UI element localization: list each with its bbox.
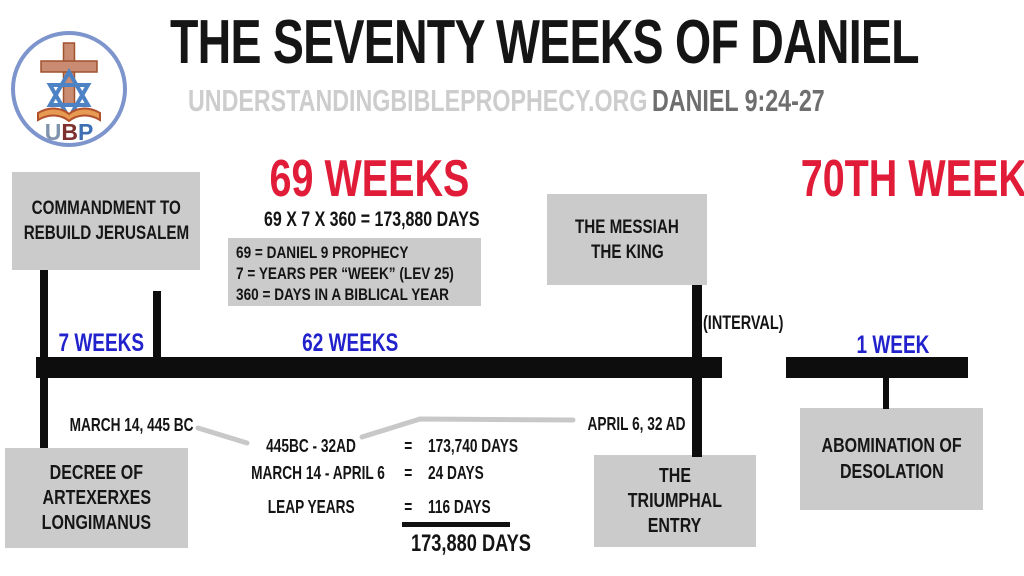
formula-69-weeks: 69 X 7 X 360 = 173,880 DAYS bbox=[264, 208, 480, 231]
messiah-box: THE MESSIAH THE KING bbox=[547, 194, 707, 285]
decree-box: DECREE OF ARTEXERXES LONGIMANUS bbox=[5, 448, 188, 548]
box-line: COMMANDMENT TO bbox=[31, 198, 181, 219]
heading-69-weeks: 69 WEEKS bbox=[269, 150, 470, 208]
commandment-box: COMMANDMENT TO REBUILD JERUSALEM bbox=[12, 172, 200, 270]
calc-label: LEAP YEARS bbox=[267, 497, 355, 517]
note-line: 7 = YEARS PER “WEEK” (LEV 25) bbox=[236, 264, 454, 283]
box-line: THE MESSIAH bbox=[575, 216, 679, 238]
calc-total-rule bbox=[402, 522, 510, 527]
open-book-icon bbox=[37, 107, 101, 123]
calc-total: 173,880 DAYS bbox=[410, 530, 531, 557]
interval-label: (INTERVAL) bbox=[703, 313, 784, 334]
star-of-david-icon bbox=[46, 67, 92, 123]
note-line: 360 = DAYS IN A BIBLICAL YEAR bbox=[236, 285, 450, 304]
scripture-reference: DANIEL 9:24-27 bbox=[652, 83, 825, 118]
connector-end-date bbox=[359, 416, 576, 440]
box-line: THE KING bbox=[590, 241, 664, 263]
notes-box: 69 = DANIEL 9 PROPHECY 7 = YEARS PER “WE… bbox=[228, 238, 481, 306]
segment-label-1-week: 1 WEEK bbox=[856, 331, 930, 359]
calc-equals: = bbox=[403, 436, 412, 456]
heading-70th-week: 70TH WEEK bbox=[800, 150, 1024, 208]
ubp-logo: UBP bbox=[11, 31, 127, 147]
box-line: TRIUMPHAL bbox=[627, 489, 723, 512]
calc-label: 445BC - 32AD bbox=[266, 436, 356, 456]
calc-row: 445BC - 32AD = 173,740 DAYS bbox=[230, 436, 540, 456]
tick-messiah-line bbox=[692, 285, 702, 457]
triumphal-entry-box: THE TRIUMPHAL ENTRY bbox=[594, 455, 756, 547]
tick-7-weeks-line bbox=[153, 291, 161, 357]
logo-text: UBP bbox=[45, 119, 94, 145]
calc-equals: = bbox=[403, 497, 412, 517]
segment-label-7-weeks: 7 WEEKS bbox=[58, 329, 145, 357]
end-date-label: APRIL 6, 32 AD bbox=[587, 414, 686, 434]
timeline-bar-69-weeks bbox=[36, 357, 722, 378]
page-title: THE SEVENTY WEEKS OF DANIEL bbox=[170, 8, 920, 77]
box-line: THE bbox=[659, 464, 691, 487]
note-line: 69 = DANIEL 9 PROPHECY bbox=[236, 243, 409, 262]
box-line: ENTRY bbox=[648, 514, 702, 537]
site-name: UNDERSTANDINGBIBLEPROPHECY.ORG bbox=[188, 83, 648, 118]
connector-start-date bbox=[195, 425, 250, 446]
calc-label: MARCH 14 - APRIL 6 bbox=[251, 463, 385, 483]
start-date-label: MARCH 14, 445 BC bbox=[69, 415, 194, 435]
tick-abomination-line bbox=[883, 378, 889, 409]
calc-equals: = bbox=[403, 463, 412, 483]
segment-label-62-weeks: 62 WEEKS bbox=[302, 329, 399, 357]
box-line: DESOLATION bbox=[839, 461, 944, 483]
calc-value: 173,740 DAYS bbox=[428, 436, 519, 456]
box-line: ABOMINATION OF bbox=[821, 435, 962, 457]
calc-row: MARCH 14 - APRIL 6 = 24 DAYS bbox=[230, 463, 540, 483]
calc-value: 24 DAYS bbox=[428, 463, 484, 483]
box-line: LONGIMANUS bbox=[41, 511, 152, 534]
timeline-bar-70th-week bbox=[786, 357, 968, 378]
tick-decree-line bbox=[40, 270, 48, 448]
calc-value: 116 DAYS bbox=[428, 497, 491, 517]
calc-row: LEAP YEARS = 116 DAYS bbox=[230, 497, 540, 517]
box-line: DECREE OF bbox=[49, 461, 144, 484]
box-line: ARTEXERXES bbox=[42, 486, 151, 509]
calculation-table: 445BC - 32AD = 173,740 DAYS MARCH 14 - A… bbox=[230, 433, 540, 568]
box-line: REBUILD JERUSALEM bbox=[23, 223, 189, 244]
abomination-box: ABOMINATION OF DESOLATION bbox=[800, 408, 983, 510]
